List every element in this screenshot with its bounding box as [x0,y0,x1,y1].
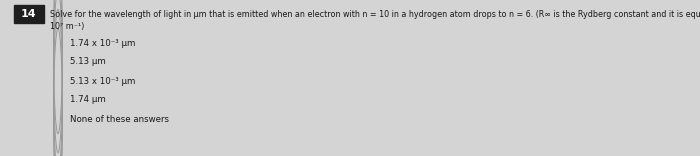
Text: 10⁷ m⁻¹): 10⁷ m⁻¹) [50,22,85,31]
Text: 5.13 μm: 5.13 μm [70,58,106,66]
Text: 1.74 x 10⁻³ μm: 1.74 x 10⁻³ μm [70,39,135,47]
Text: 5.13 x 10⁻³ μm: 5.13 x 10⁻³ μm [70,76,135,85]
Text: 14: 14 [21,9,37,19]
Text: 1.74 μm: 1.74 μm [70,95,106,105]
FancyBboxPatch shape [14,5,44,23]
Text: Solve for the wavelength of light in μm that is emitted when an electron with n : Solve for the wavelength of light in μm … [50,10,700,19]
Text: None of these answers: None of these answers [70,115,169,124]
